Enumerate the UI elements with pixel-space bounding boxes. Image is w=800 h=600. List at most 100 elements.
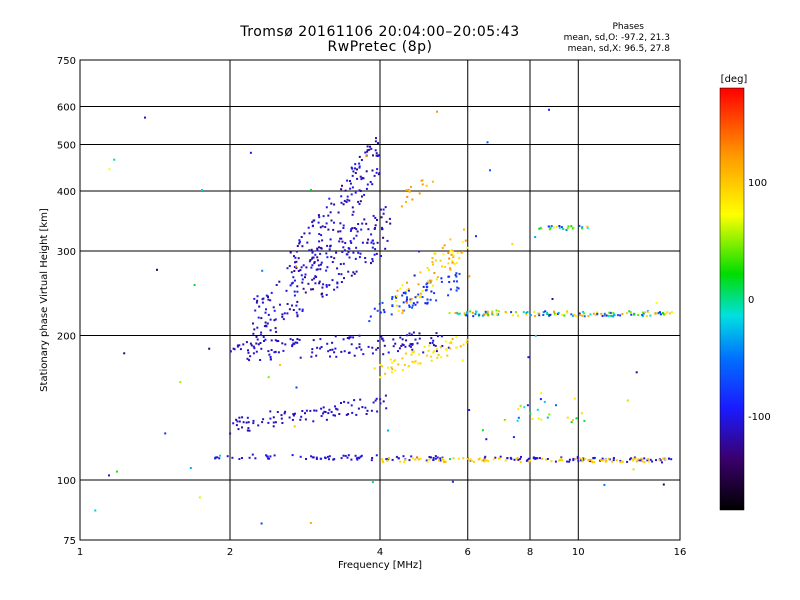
data-point [539, 226, 542, 229]
data-point [515, 311, 517, 314]
data-point [294, 412, 296, 415]
data-point [643, 457, 646, 460]
data-point [386, 458, 389, 461]
data-point [304, 418, 307, 421]
data-point [298, 242, 301, 245]
data-point [327, 228, 330, 231]
data-point [291, 418, 294, 421]
data-point [426, 302, 429, 305]
data-point [301, 281, 304, 284]
data-point [430, 337, 433, 340]
data-point [534, 334, 537, 337]
data-point [553, 310, 556, 313]
data-point [511, 314, 514, 317]
data-point [327, 412, 330, 415]
data-point [331, 279, 334, 282]
data-point [429, 298, 432, 301]
data-point [579, 314, 581, 317]
data-point [619, 461, 622, 464]
data-point [635, 460, 638, 463]
data-point [312, 224, 314, 227]
data-point [340, 201, 343, 204]
data-point [670, 458, 673, 461]
data-point [253, 328, 256, 331]
data-point [386, 239, 389, 242]
data-point [282, 349, 285, 352]
data-point [641, 460, 644, 463]
data-point [291, 339, 294, 342]
data-point [621, 460, 624, 463]
data-point [236, 345, 239, 348]
data-point [374, 227, 376, 229]
data-point [664, 458, 667, 461]
data-point [342, 338, 345, 341]
x-axis-label: Frequency [MHz] [338, 560, 422, 571]
data-point [417, 362, 420, 365]
data-point [486, 141, 489, 144]
data-point [394, 369, 397, 372]
y-tick-label: 600 [57, 103, 76, 114]
data-point [635, 371, 638, 374]
data-point [555, 404, 557, 407]
data-point [229, 350, 232, 353]
data-point [434, 344, 437, 347]
data-point [292, 309, 295, 311]
data-point [179, 381, 182, 384]
data-point [326, 455, 329, 458]
data-point [262, 297, 265, 300]
data-point [349, 187, 352, 190]
data-point [338, 413, 341, 415]
data-point [433, 350, 436, 353]
data-point [329, 349, 332, 351]
data-point [371, 481, 374, 484]
data-point [384, 206, 387, 209]
data-point [252, 322, 254, 325]
data-point [235, 418, 238, 421]
data-point [442, 253, 445, 256]
data-point [346, 337, 349, 339]
data-point [525, 313, 528, 316]
data-point [315, 458, 318, 460]
data-point [478, 457, 481, 460]
data-point [496, 313, 499, 316]
data-point [376, 410, 379, 413]
data-point [468, 458, 471, 461]
data-point [527, 356, 530, 359]
data-point [324, 457, 327, 460]
data-point [275, 284, 278, 286]
data-point [349, 180, 351, 182]
y-tick-label: 100 [57, 476, 76, 487]
data-point [432, 263, 434, 266]
data-point [655, 301, 658, 304]
data-point [382, 339, 385, 342]
data-point [558, 225, 561, 227]
data-point [269, 318, 272, 321]
data-point [320, 234, 323, 237]
data-point [293, 294, 296, 297]
data-point [364, 261, 367, 264]
data-point [658, 458, 661, 461]
data-point [256, 299, 259, 302]
data-point [340, 195, 343, 198]
data-point [402, 301, 405, 304]
data-point [399, 287, 402, 290]
data-point [575, 417, 578, 420]
data-point [252, 419, 255, 422]
data-point [441, 345, 444, 347]
data-point [263, 325, 266, 328]
data-point [312, 256, 315, 259]
data-point [353, 354, 356, 357]
data-point [242, 421, 245, 424]
data-point [484, 312, 487, 315]
data-point [475, 235, 477, 238]
data-point [339, 263, 342, 266]
data-point [491, 310, 494, 313]
data-point [366, 241, 369, 244]
data-point [270, 339, 273, 342]
data-point [318, 280, 321, 283]
data-point [390, 371, 393, 374]
data-point [350, 193, 353, 196]
data-point [352, 170, 355, 173]
data-point [381, 226, 383, 229]
